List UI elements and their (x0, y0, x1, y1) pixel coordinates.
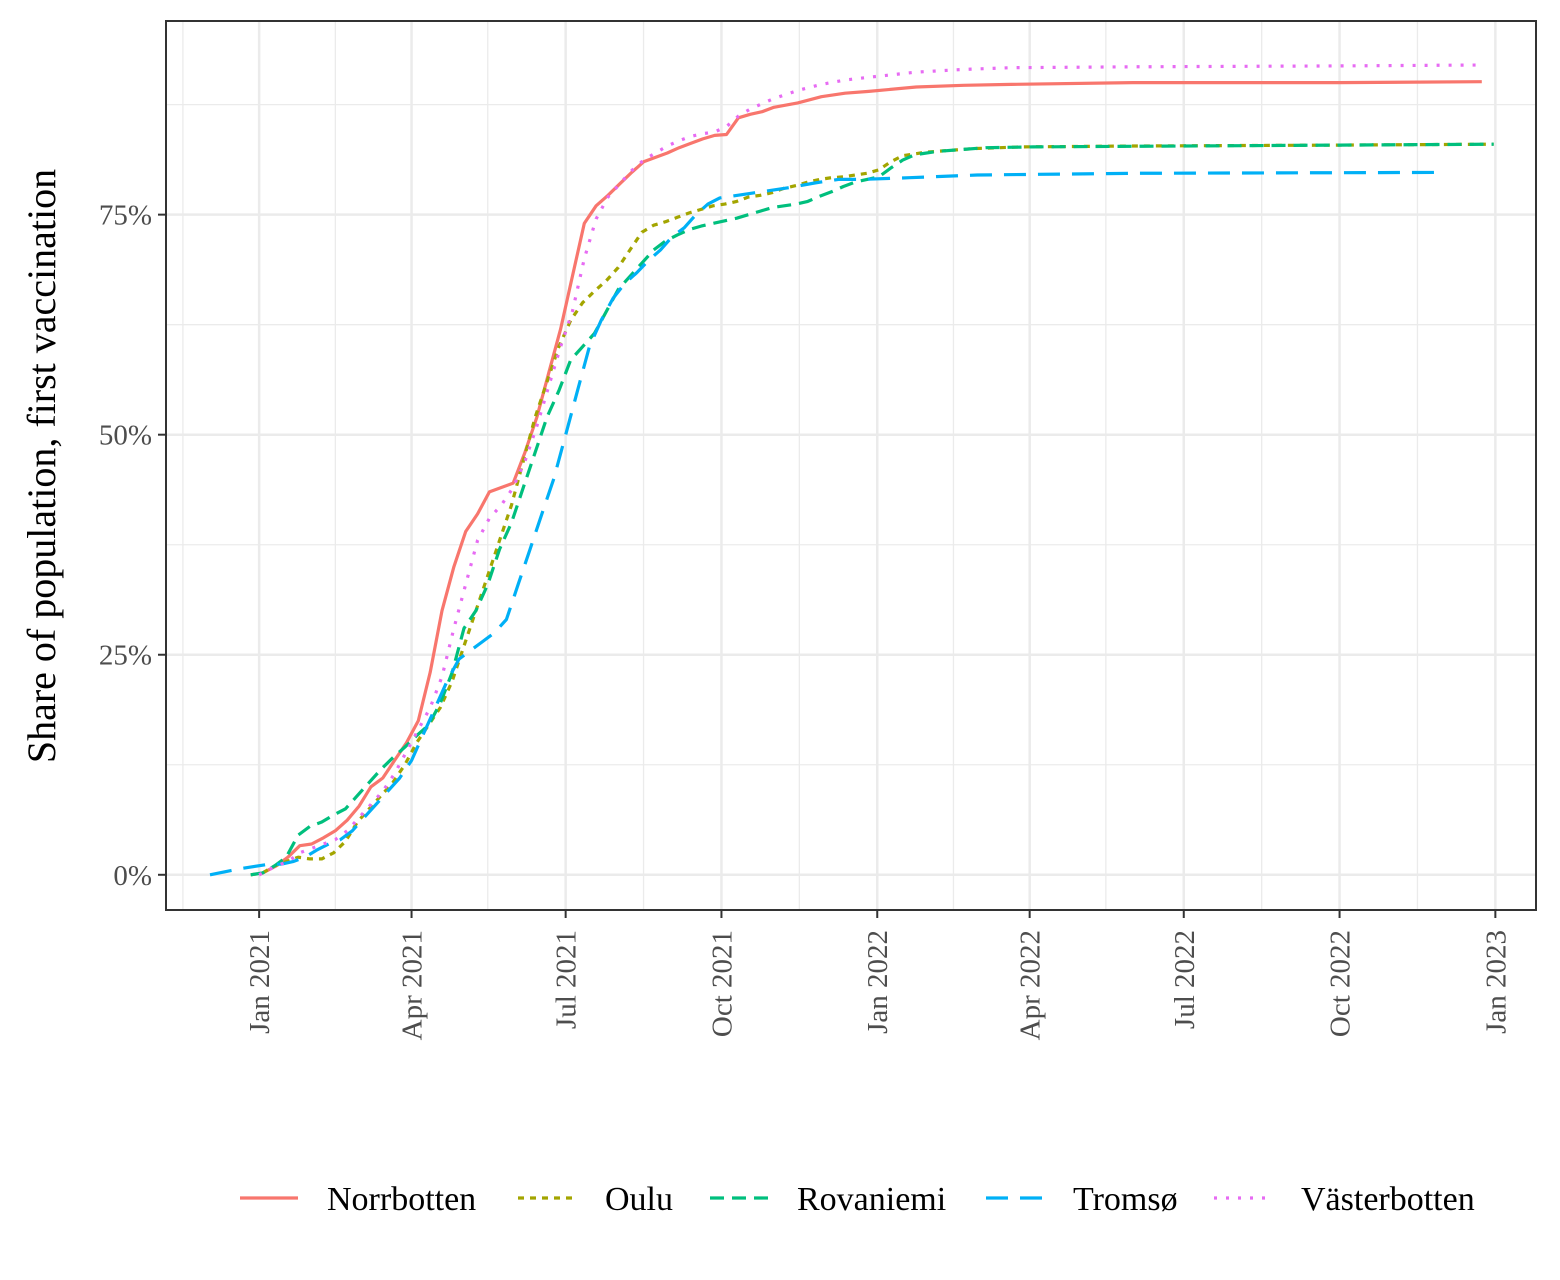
legend-label-oulu: Oulu (605, 1181, 673, 1218)
y-tick-label: 75% (99, 200, 152, 232)
series-lines (209, 63, 1494, 877)
x-tick-label: Jan 2023 (1480, 930, 1512, 1034)
legend: Norrbotten Oulu Rovaniemi Tromsø Västerbotte… (240, 1181, 1475, 1218)
x-axis: Jan 2021 Apr 2021 Jul 2021 Oct 2021 Jan 2022… (244, 910, 1512, 1040)
legend-label-vasterbotten: Västerbotten (1301, 1181, 1475, 1218)
series-line-oulu (250, 142, 1494, 877)
y-axis-title: Share of population, first vaccination (19, 169, 64, 763)
y-tick-label: 50% (99, 420, 152, 452)
y-axis: 0% 25% 50% 75% (99, 200, 166, 892)
y-tick-label: 25% (99, 640, 152, 672)
series-line-norrbotten (258, 80, 1482, 877)
x-tick-label: Apr 2021 (397, 930, 429, 1040)
x-tick-label: Jul 2021 (551, 930, 583, 1029)
x-tick-label: Jan 2022 (862, 930, 894, 1034)
legend-label-rovaniemi: Rovaniemi (797, 1181, 946, 1218)
major-gridlines (166, 21, 1536, 910)
y-tick-label: 0% (113, 860, 152, 892)
plot-panel-border (165, 20, 1537, 911)
minor-gridlines (166, 21, 1536, 910)
legend-label-norrbotten: Norrbotten (327, 1181, 476, 1218)
series-line-tromso (209, 170, 1443, 877)
legend-label-tromso: Tromsø (1073, 1181, 1178, 1218)
x-tick-label: Oct 2021 (706, 930, 738, 1037)
x-tick-label: Apr 2022 (1015, 930, 1047, 1040)
x-tick-label: Jan 2021 (244, 930, 276, 1034)
x-tick-label: Jul 2022 (1169, 930, 1201, 1029)
x-tick-label: Oct 2022 (1325, 930, 1357, 1037)
